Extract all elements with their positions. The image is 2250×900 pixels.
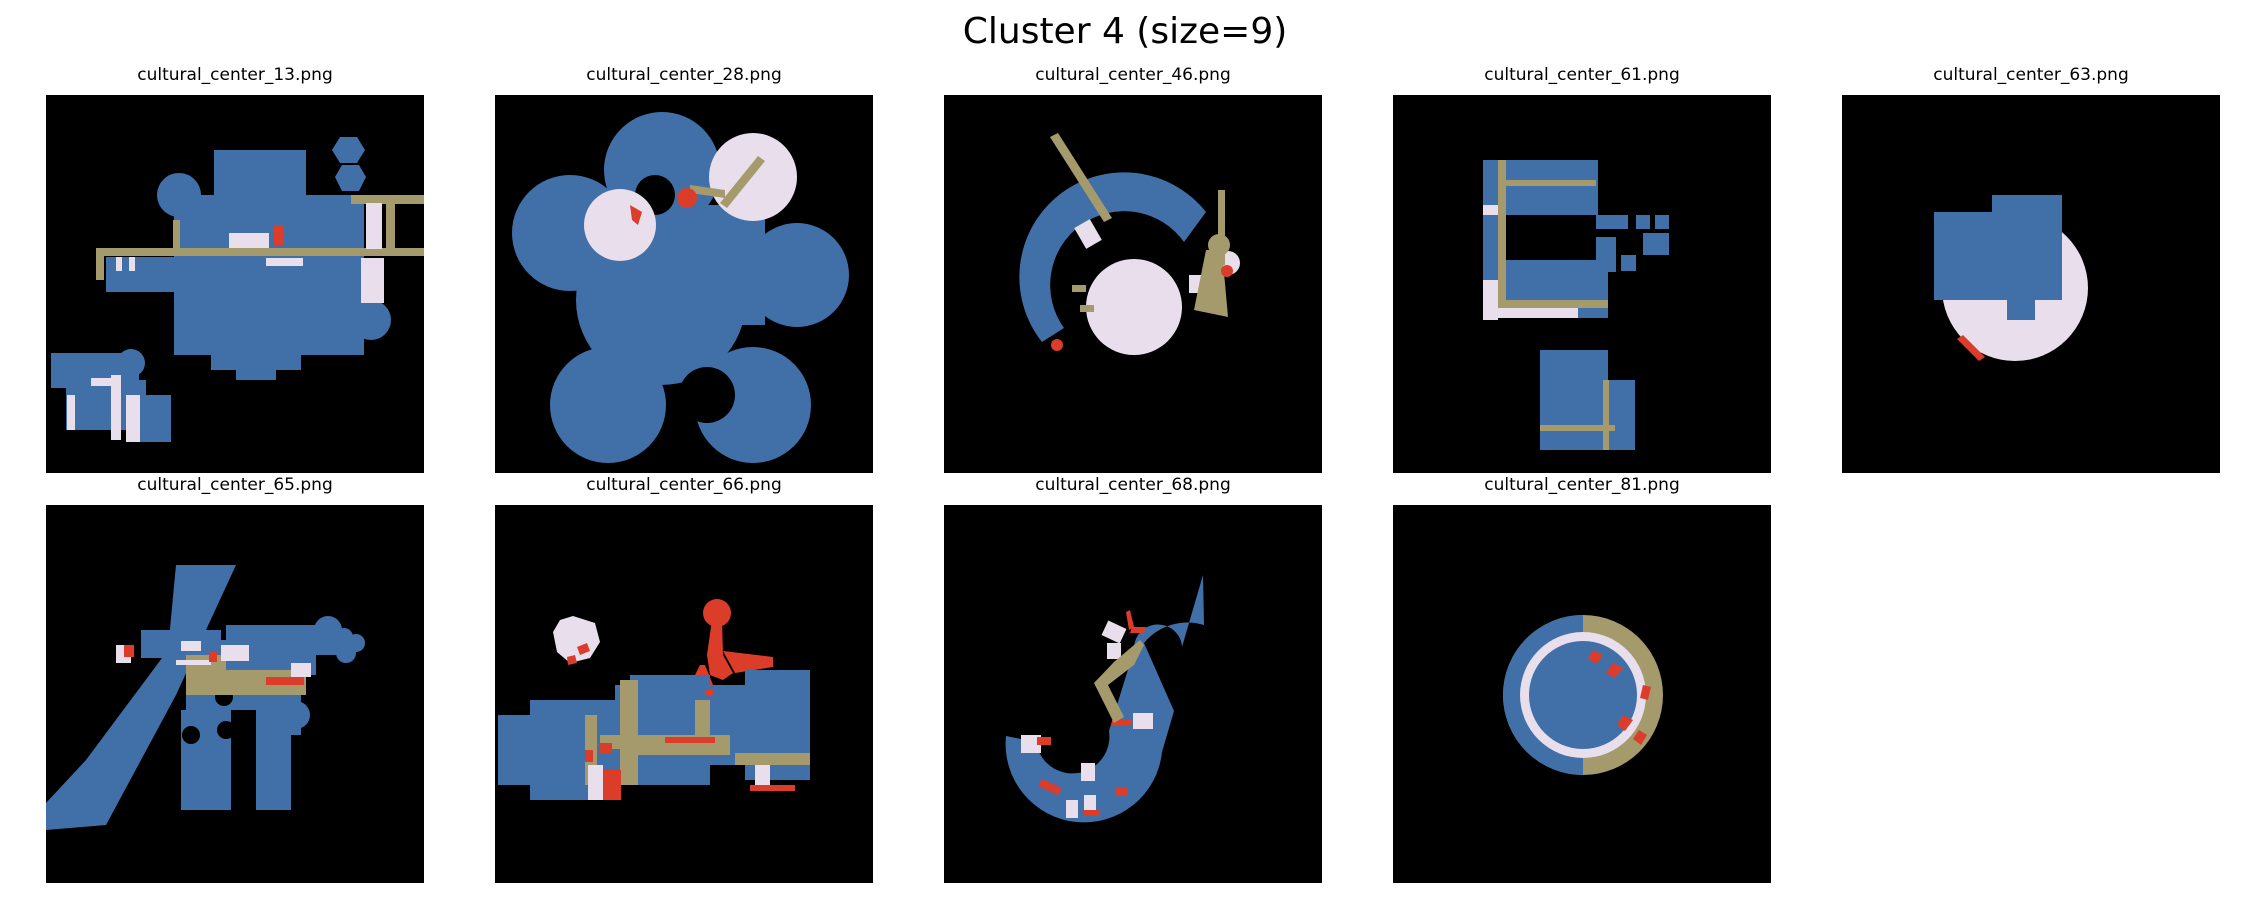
floorplan-image-4	[1393, 95, 1771, 473]
floorplan-image-6	[46, 505, 424, 883]
panel-title-7: cultural_center_66.png	[586, 475, 782, 495]
panel-title-2: cultural_center_28.png	[586, 65, 782, 85]
floorplan-image-1	[46, 95, 424, 473]
panel-title-1: cultural_center_13.png	[137, 65, 333, 85]
floorplan-image-7	[495, 505, 873, 883]
figure-title: Cluster 4 (size=9)	[962, 11, 1288, 52]
panel-title-6: cultural_center_65.png	[137, 475, 333, 495]
panel-title-4: cultural_center_61.png	[1484, 65, 1680, 85]
panel-title-8: cultural_center_68.png	[1035, 475, 1231, 495]
panel-title-9: cultural_center_81.png	[1484, 475, 1680, 495]
panel-title-5: cultural_center_63.png	[1933, 65, 2129, 85]
floorplan-image-3	[944, 95, 1322, 473]
floorplan-image-5	[1842, 95, 2220, 473]
floorplan-image-2	[495, 95, 873, 473]
floorplan-image-8	[944, 505, 1322, 883]
panel-title-3: cultural_center_46.png	[1035, 65, 1231, 85]
floorplan-image-9	[1393, 505, 1771, 883]
